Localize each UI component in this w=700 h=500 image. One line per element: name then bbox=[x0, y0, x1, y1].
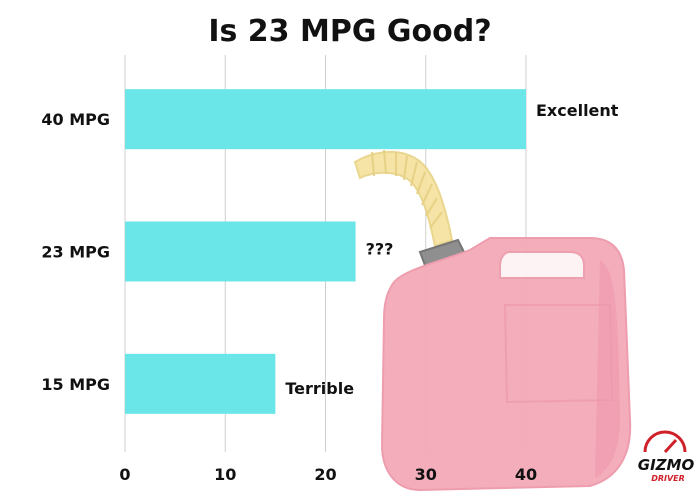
x-tick-label: 40 bbox=[515, 465, 537, 484]
logo-needle bbox=[663, 438, 678, 454]
data-label: Terrible bbox=[285, 379, 354, 398]
logo-text: GIZMO bbox=[638, 456, 695, 474]
logo-gauge-arc bbox=[643, 430, 687, 453]
bars bbox=[125, 89, 526, 414]
category-label: 40 MPG bbox=[41, 110, 110, 129]
x-tick-label: 10 bbox=[214, 465, 236, 484]
x-tick-label: 0 bbox=[119, 465, 130, 484]
logo-subtext: DRIVER bbox=[651, 474, 685, 483]
gas-can-shade bbox=[595, 260, 620, 478]
gas-can-handle bbox=[499, 251, 585, 279]
data-labels: Excellent??? Terrible bbox=[285, 101, 618, 398]
gizmo-driver-logo: GIZMO DRIVER bbox=[638, 430, 695, 483]
data-label: ??? bbox=[366, 240, 394, 259]
bar bbox=[125, 89, 526, 150]
category-labels: 40 MPG 23 MPG 15 MPG bbox=[41, 110, 110, 394]
bar bbox=[125, 221, 356, 282]
bar bbox=[125, 353, 276, 414]
chart-title: Is 23 MPG Good? bbox=[208, 14, 491, 49]
category-label: 23 MPG bbox=[41, 243, 110, 262]
x-tick-label: 20 bbox=[314, 465, 336, 484]
data-label: Excellent bbox=[536, 101, 619, 120]
gas-can-illustration bbox=[353, 149, 632, 492]
x-tick-labels: 0 10 20 30 40 bbox=[119, 465, 537, 484]
spout-ridges bbox=[371, 149, 443, 229]
gas-can-spout bbox=[353, 150, 454, 248]
x-tick-label: 30 bbox=[415, 465, 437, 484]
category-label: 15 MPG bbox=[41, 375, 110, 394]
